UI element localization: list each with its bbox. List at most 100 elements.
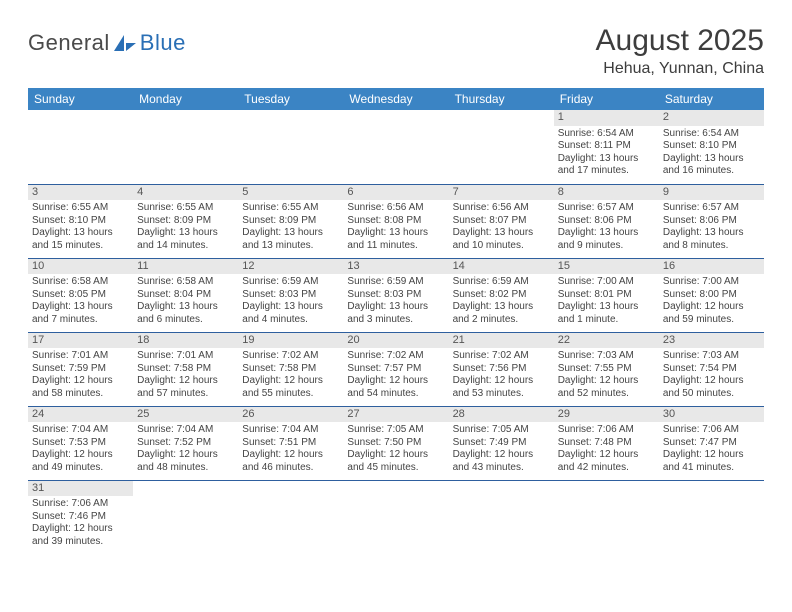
calendar-row: 24Sunrise: 7:04 AMSunset: 7:53 PMDayligh… xyxy=(28,406,764,480)
sunrise-text: Sunrise: 6:54 AM xyxy=(558,128,655,141)
calendar-cell: 21Sunrise: 7:02 AMSunset: 7:56 PMDayligh… xyxy=(449,332,554,406)
calendar-cell xyxy=(343,110,448,184)
sunset-text: Sunset: 7:50 PM xyxy=(347,437,444,450)
sunrise-text: Sunrise: 7:04 AM xyxy=(242,424,339,437)
day-number: 9 xyxy=(659,185,764,201)
daylight-text: Daylight: 12 hours and 50 minutes. xyxy=(663,375,760,400)
sunset-text: Sunset: 7:53 PM xyxy=(32,437,129,450)
daylight-text: Daylight: 13 hours and 17 minutes. xyxy=(558,153,655,178)
calendar-cell: 6Sunrise: 6:56 AMSunset: 8:08 PMDaylight… xyxy=(343,184,448,258)
sunrise-text: Sunrise: 6:57 AM xyxy=(558,202,655,215)
sunrise-text: Sunrise: 7:01 AM xyxy=(32,350,129,363)
day-number: 5 xyxy=(238,185,343,201)
sunrise-text: Sunrise: 7:01 AM xyxy=(137,350,234,363)
calendar-cell: 9Sunrise: 6:57 AMSunset: 8:06 PMDaylight… xyxy=(659,184,764,258)
calendar-row: 3Sunrise: 6:55 AMSunset: 8:10 PMDaylight… xyxy=(28,184,764,258)
calendar-cell: 24Sunrise: 7:04 AMSunset: 7:53 PMDayligh… xyxy=(28,406,133,480)
calendar-body: 1Sunrise: 6:54 AMSunset: 8:11 PMDaylight… xyxy=(28,110,764,554)
daylight-text: Daylight: 12 hours and 59 minutes. xyxy=(663,301,760,326)
calendar-cell: 23Sunrise: 7:03 AMSunset: 7:54 PMDayligh… xyxy=(659,332,764,406)
calendar-cell: 3Sunrise: 6:55 AMSunset: 8:10 PMDaylight… xyxy=(28,184,133,258)
daylight-text: Daylight: 13 hours and 8 minutes. xyxy=(663,227,760,252)
calendar-header-row: Sunday Monday Tuesday Wednesday Thursday… xyxy=(28,88,764,110)
daylight-text: Daylight: 13 hours and 14 minutes. xyxy=(137,227,234,252)
calendar-cell xyxy=(449,480,554,554)
day-number: 18 xyxy=(133,333,238,349)
day-number: 10 xyxy=(28,259,133,275)
calendar-cell xyxy=(659,480,764,554)
day-number: 28 xyxy=(449,407,554,423)
day-number: 17 xyxy=(28,333,133,349)
sunset-text: Sunset: 8:01 PM xyxy=(558,289,655,302)
weekday-header: Sunday xyxy=(28,88,133,110)
calendar-cell: 7Sunrise: 6:56 AMSunset: 8:07 PMDaylight… xyxy=(449,184,554,258)
calendar-cell: 22Sunrise: 7:03 AMSunset: 7:55 PMDayligh… xyxy=(554,332,659,406)
page: General Blue August 2025 Hehua, Yunnan, … xyxy=(0,0,792,554)
calendar-cell: 14Sunrise: 6:59 AMSunset: 8:02 PMDayligh… xyxy=(449,258,554,332)
title-block: August 2025 Hehua, Yunnan, China xyxy=(596,24,764,78)
daylight-text: Daylight: 13 hours and 6 minutes. xyxy=(137,301,234,326)
calendar-cell: 28Sunrise: 7:05 AMSunset: 7:49 PMDayligh… xyxy=(449,406,554,480)
day-number: 6 xyxy=(343,185,448,201)
sunset-text: Sunset: 8:06 PM xyxy=(558,215,655,228)
daylight-text: Daylight: 13 hours and 2 minutes. xyxy=(453,301,550,326)
daylight-text: Daylight: 12 hours and 53 minutes. xyxy=(453,375,550,400)
daylight-text: Daylight: 12 hours and 43 minutes. xyxy=(453,449,550,474)
day-number: 14 xyxy=(449,259,554,275)
sunrise-text: Sunrise: 6:59 AM xyxy=(347,276,444,289)
daylight-text: Daylight: 13 hours and 4 minutes. xyxy=(242,301,339,326)
daylight-text: Daylight: 12 hours and 48 minutes. xyxy=(137,449,234,474)
sunset-text: Sunset: 8:10 PM xyxy=(663,140,760,153)
sunrise-text: Sunrise: 7:06 AM xyxy=(558,424,655,437)
calendar-row: 10Sunrise: 6:58 AMSunset: 8:05 PMDayligh… xyxy=(28,258,764,332)
calendar-cell xyxy=(343,480,448,554)
daylight-text: Daylight: 12 hours and 49 minutes. xyxy=(32,449,129,474)
daylight-text: Daylight: 13 hours and 13 minutes. xyxy=(242,227,339,252)
calendar-cell: 26Sunrise: 7:04 AMSunset: 7:51 PMDayligh… xyxy=(238,406,343,480)
sunrise-text: Sunrise: 6:56 AM xyxy=(347,202,444,215)
calendar-cell: 18Sunrise: 7:01 AMSunset: 7:58 PMDayligh… xyxy=(133,332,238,406)
day-number: 11 xyxy=(133,259,238,275)
daylight-text: Daylight: 12 hours and 58 minutes. xyxy=(32,375,129,400)
daylight-text: Daylight: 13 hours and 7 minutes. xyxy=(32,301,129,326)
calendar-cell: 4Sunrise: 6:55 AMSunset: 8:09 PMDaylight… xyxy=(133,184,238,258)
calendar-cell xyxy=(133,480,238,554)
day-number: 1 xyxy=(554,110,659,126)
day-number: 24 xyxy=(28,407,133,423)
day-number: 23 xyxy=(659,333,764,349)
sunrise-text: Sunrise: 6:55 AM xyxy=(32,202,129,215)
sunrise-text: Sunrise: 6:57 AM xyxy=(663,202,760,215)
calendar-cell xyxy=(238,480,343,554)
day-number: 2 xyxy=(659,110,764,126)
calendar-cell: 31Sunrise: 7:06 AMSunset: 7:46 PMDayligh… xyxy=(28,480,133,554)
daylight-text: Daylight: 12 hours and 52 minutes. xyxy=(558,375,655,400)
weekday-header: Tuesday xyxy=(238,88,343,110)
sunset-text: Sunset: 8:07 PM xyxy=(453,215,550,228)
logo-text-part2: Blue xyxy=(140,30,186,56)
daylight-text: Daylight: 13 hours and 15 minutes. xyxy=(32,227,129,252)
sunset-text: Sunset: 8:10 PM xyxy=(32,215,129,228)
calendar-cell: 16Sunrise: 7:00 AMSunset: 8:00 PMDayligh… xyxy=(659,258,764,332)
sunrise-text: Sunrise: 7:04 AM xyxy=(137,424,234,437)
calendar-row: 31Sunrise: 7:06 AMSunset: 7:46 PMDayligh… xyxy=(28,480,764,554)
calendar-cell: 20Sunrise: 7:02 AMSunset: 7:57 PMDayligh… xyxy=(343,332,448,406)
sunset-text: Sunset: 8:05 PM xyxy=(32,289,129,302)
day-number: 16 xyxy=(659,259,764,275)
sunset-text: Sunset: 7:58 PM xyxy=(137,363,234,376)
sunrise-text: Sunrise: 6:54 AM xyxy=(663,128,760,141)
sunrise-text: Sunrise: 7:03 AM xyxy=(558,350,655,363)
sunrise-text: Sunrise: 6:56 AM xyxy=(453,202,550,215)
sunrise-text: Sunrise: 6:59 AM xyxy=(453,276,550,289)
calendar-table: Sunday Monday Tuesday Wednesday Thursday… xyxy=(28,88,764,554)
sunset-text: Sunset: 7:46 PM xyxy=(32,511,129,524)
daylight-text: Daylight: 13 hours and 10 minutes. xyxy=(453,227,550,252)
sunrise-text: Sunrise: 7:00 AM xyxy=(558,276,655,289)
logo: General Blue xyxy=(28,24,186,56)
weekday-header: Thursday xyxy=(449,88,554,110)
sunset-text: Sunset: 7:52 PM xyxy=(137,437,234,450)
sunrise-text: Sunrise: 6:55 AM xyxy=(242,202,339,215)
calendar-cell: 1Sunrise: 6:54 AMSunset: 8:11 PMDaylight… xyxy=(554,110,659,184)
calendar-row: 1Sunrise: 6:54 AMSunset: 8:11 PMDaylight… xyxy=(28,110,764,184)
day-number: 22 xyxy=(554,333,659,349)
sunset-text: Sunset: 7:54 PM xyxy=(663,363,760,376)
